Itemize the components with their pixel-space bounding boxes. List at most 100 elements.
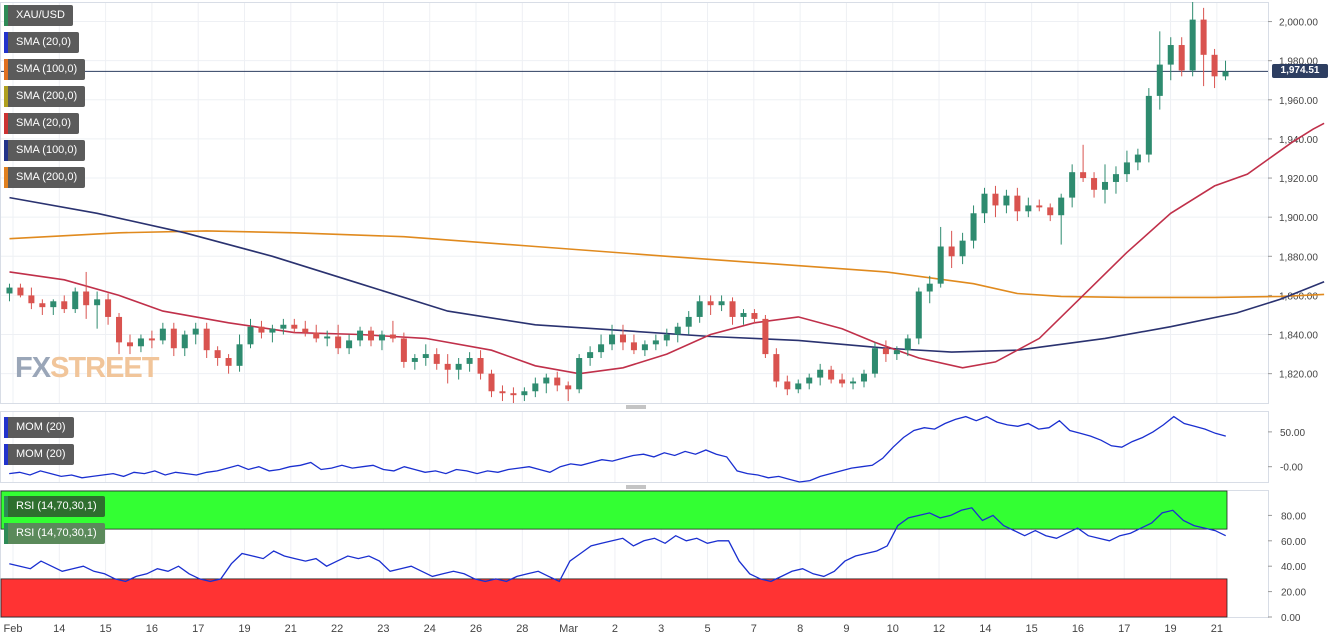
candle-body — [1014, 195, 1021, 212]
x-tick-label: 5 — [704, 623, 710, 635]
candle-body — [258, 326, 265, 333]
candle-body — [696, 301, 703, 317]
candle-body — [422, 354, 429, 359]
legend-item[interactable]: SMA (200,0) — [4, 86, 86, 107]
x-tick-label: 14 — [53, 623, 65, 635]
candle-body — [1091, 178, 1098, 190]
candle-body — [378, 334, 385, 341]
legend-label: MOM (20) — [16, 448, 66, 460]
sma-100-line — [9, 196, 1325, 353]
candle-body — [641, 344, 648, 351]
legend-item[interactable]: SMA (200,0) — [4, 167, 86, 188]
x-tick-label: 7 — [751, 623, 757, 635]
candle-body — [981, 193, 988, 214]
candle-body — [148, 338, 155, 341]
candle-body — [214, 350, 221, 359]
x-tick-label: Feb — [4, 623, 23, 635]
candle-body — [663, 334, 670, 341]
candle-body — [850, 381, 857, 384]
legend-item[interactable]: MOM (20) — [4, 444, 74, 465]
y-tick-label: 1,940.00 — [1279, 135, 1318, 146]
x-tick-label: 26 — [470, 623, 482, 635]
x-tick-label: 9 — [843, 623, 849, 635]
candle-body — [367, 330, 375, 341]
candle-body — [576, 358, 583, 390]
rsi-y-tick-label: 40.00 — [1281, 562, 1306, 573]
candle-body — [532, 383, 539, 392]
legend-label: RSI (14,70,30,1) — [16, 500, 97, 512]
x-tick-label: 12 — [933, 623, 945, 635]
y-tick-label: 1,900.00 — [1279, 213, 1318, 224]
candle-body — [860, 373, 868, 382]
legend-item[interactable]: RSI (14,70,30,1) — [4, 496, 105, 517]
legend-item[interactable]: SMA (100,0) — [4, 140, 86, 161]
candle-body — [1134, 154, 1141, 163]
legend-swatch — [4, 32, 8, 53]
candle-body — [619, 334, 626, 343]
candle-body — [882, 348, 889, 355]
candle-body — [389, 334, 396, 339]
x-tick-label: 15 — [1026, 623, 1038, 635]
candle-body — [1036, 205, 1043, 208]
candle-body — [784, 381, 791, 390]
candle-body — [105, 299, 112, 317]
candle-body — [609, 334, 616, 345]
x-tick-label: 17 — [1118, 623, 1130, 635]
legend-swatch — [4, 5, 8, 26]
candle-body — [565, 385, 572, 390]
panel-frame-2 — [0, 411, 1269, 483]
candle-body — [50, 301, 57, 308]
legend-item[interactable]: RSI (14,70,30,1) — [4, 523, 105, 544]
y-tick-label: 1,980.00 — [1279, 57, 1318, 68]
candle-body — [871, 348, 878, 374]
candle-body — [773, 354, 780, 382]
legend-label: SMA (20,0) — [16, 36, 72, 48]
rsi-y-tick-label: 20.00 — [1281, 588, 1306, 599]
legend-label: SMA (100,0) — [16, 144, 78, 156]
legend-item[interactable]: MOM (20) — [4, 417, 74, 438]
legend-item[interactable]: XAU/USD — [4, 5, 73, 26]
candle-body — [335, 336, 342, 349]
legend-label: MOM (20) — [16, 421, 66, 433]
candle-body — [893, 350, 900, 355]
candle-body — [554, 377, 561, 386]
legend-swatch — [4, 140, 8, 161]
x-tick-label: 21 — [1211, 623, 1223, 635]
x-tick-label: 3 — [658, 623, 664, 635]
legend-item[interactable]: SMA (100,0) — [4, 59, 86, 80]
legend-swatch — [4, 113, 8, 134]
candle-body — [499, 391, 506, 394]
candle-body — [116, 316, 123, 343]
candle-body — [685, 316, 692, 327]
sma-20-line — [9, 122, 1325, 375]
candle-body — [1211, 54, 1218, 77]
legend-item[interactable]: SMA (20,0) — [4, 32, 80, 53]
legend-label: SMA (200,0) — [16, 171, 78, 183]
candle-body — [751, 313, 758, 319]
legend-label: RSI (14,70,30,1) — [16, 527, 97, 539]
candle-body — [948, 246, 955, 257]
candle-body — [970, 213, 977, 241]
candle-body — [346, 340, 353, 349]
candle-body — [302, 328, 309, 333]
candle-body — [181, 334, 188, 349]
legend-label: SMA (200,0) — [16, 90, 78, 102]
x-tick-label: 16 — [146, 623, 158, 635]
candle-body — [828, 369, 835, 380]
candle-body — [1145, 95, 1152, 155]
candle-body — [1222, 71, 1229, 77]
candle-body — [1178, 45, 1185, 71]
candle-body — [839, 379, 846, 384]
candle-body — [444, 363, 451, 370]
candle-body — [269, 328, 276, 333]
x-tick-label: 19 — [1164, 623, 1176, 635]
x-tick-label: 16 — [1072, 623, 1084, 635]
candle-body — [915, 291, 922, 339]
legend-swatch — [4, 417, 8, 438]
last-price-tag: 1,974.51 — [1272, 64, 1328, 78]
fxstreet-logo: FXSTREET — [15, 352, 159, 384]
candle-body — [72, 291, 79, 310]
legend-item[interactable]: SMA (20,0) — [4, 113, 80, 134]
candle-body — [247, 326, 254, 345]
